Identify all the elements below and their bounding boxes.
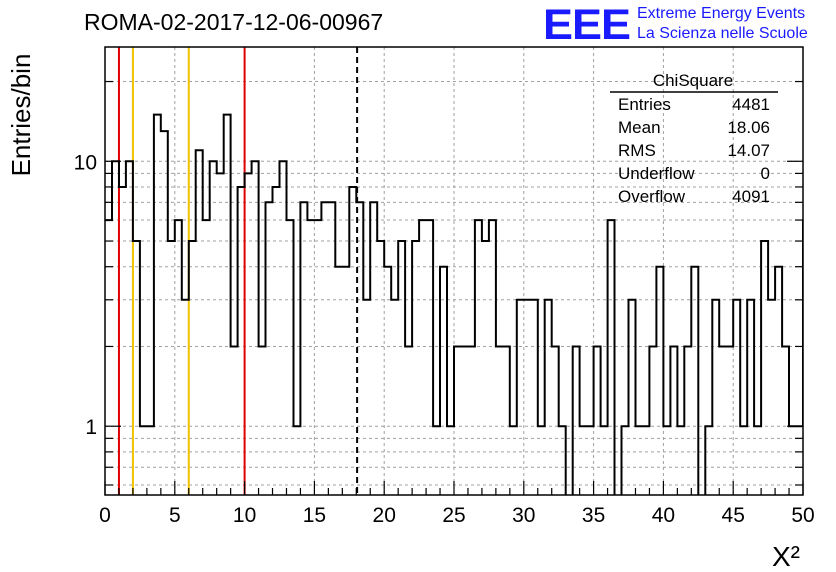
axis-ticks [104,80,804,495]
x-tick-label: 45 [722,504,745,527]
y-axis-label: Entries/bin [6,54,36,177]
stats-value: 4481 [732,95,770,114]
stats-value: 0 [761,164,770,183]
y-tick-label: 10 [74,151,97,174]
logo-line-2: La Scienza nelle Scuole [637,25,808,42]
eee-logo: EEE [543,0,631,49]
y-tick-label: 1 [85,416,97,439]
x-tick-label: 10 [233,504,256,527]
stats-label: RMS [618,141,656,160]
x-tick-label: 20 [373,504,396,527]
x-tick-label: 15 [303,504,326,527]
marker-lines [117,47,359,495]
stats-label: Overflow [618,187,686,206]
y-tick-labels: 1 10 [74,151,97,439]
chart-title: ROMA-02-2017-12-06-00967 [84,9,384,35]
stats-box: ChiSquare Entries 4481 Mean 18.06 RMS 14.07 Un… [610,71,778,206]
logo-line-1: Extreme Energy Events [637,5,806,22]
stats-value: 14.07 [727,141,770,160]
x-tick-label: 0 [99,504,111,527]
histogram-line [105,113,803,495]
stats-title: ChiSquare [653,71,733,90]
x-tick-label: 25 [442,504,465,527]
stats-value: 18.06 [727,118,770,137]
stats-label: Entries [618,95,671,114]
x-tick-label: 50 [791,504,814,527]
stats-label: Mean [618,118,661,137]
x-axis-label: X² [772,541,800,572]
x-tick-label: 30 [512,504,535,527]
x-tick-label: 40 [652,504,675,527]
stats-value: 4091 [732,187,770,206]
x-tick-label: 5 [169,504,181,527]
x-tick-label: 35 [582,504,605,527]
x-tick-labels: 0 5 10 15 20 25 30 35 40 45 50 [99,504,815,527]
stats-label: Underflow [618,164,695,183]
